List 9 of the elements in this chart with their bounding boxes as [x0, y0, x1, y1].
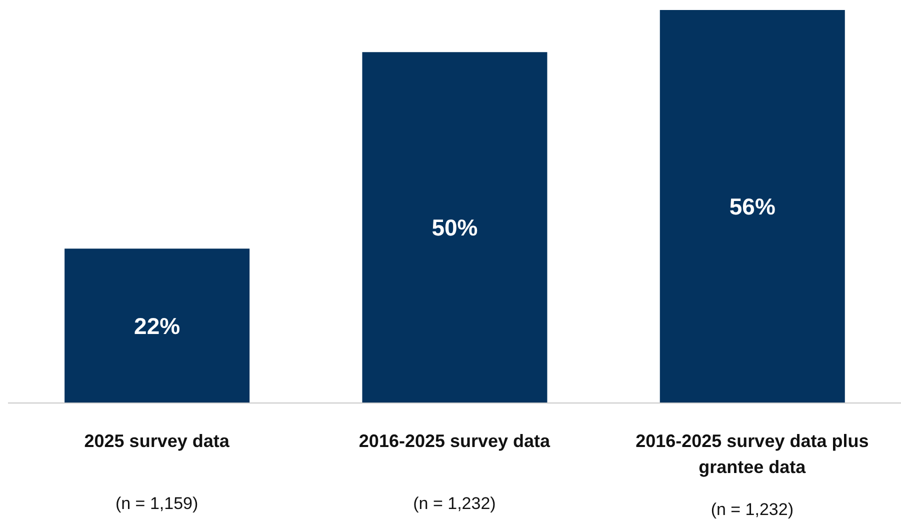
x-tick-label: 2016-2025 survey data [358, 431, 552, 451]
x-tick-label: 2016-2025 survey data plus grantee data [636, 431, 869, 477]
text: (n = 1,159) [115, 494, 198, 513]
data-label: 50% [432, 214, 478, 241]
data-label: 22% [134, 312, 180, 339]
x-tick-label: 2025 survey data [84, 431, 230, 451]
text: (n = 1,232) [413, 494, 496, 513]
text: (n = 1,232) [710, 500, 794, 519]
data-label: 56% [729, 194, 776, 220]
